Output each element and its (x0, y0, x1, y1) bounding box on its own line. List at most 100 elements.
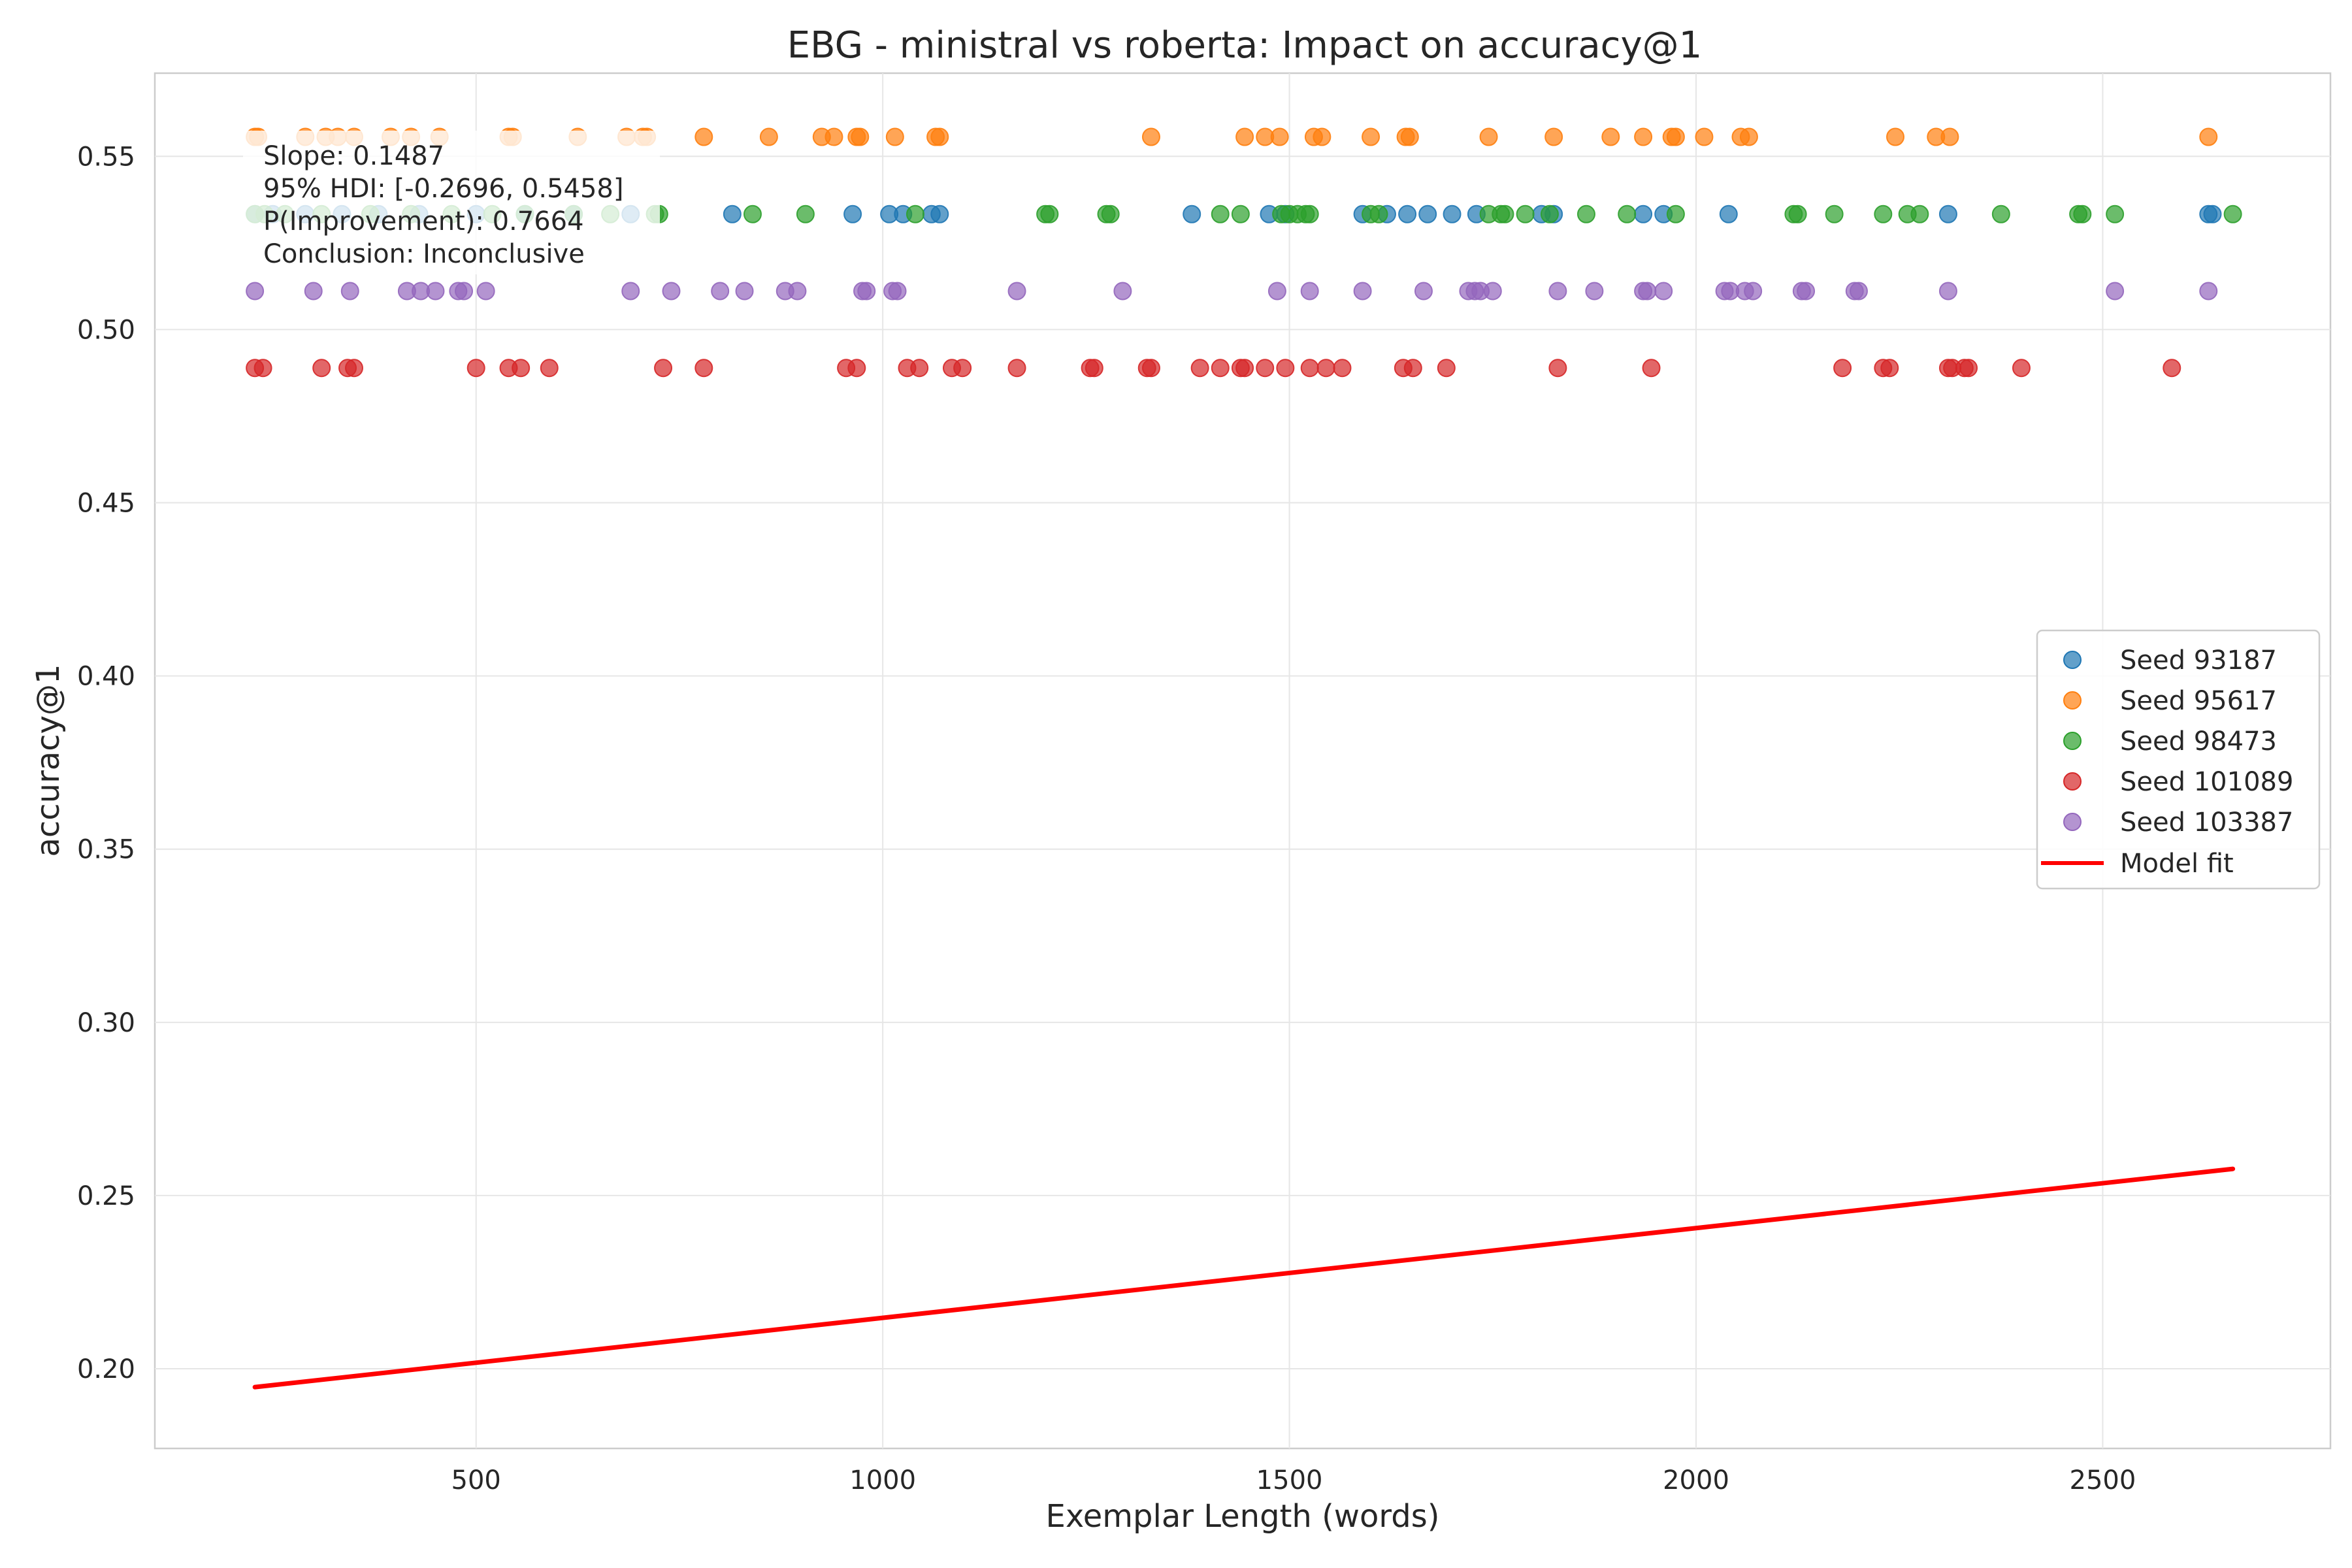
data-point-seed-101089 (694, 359, 713, 378)
data-point-seed-98473 (1231, 204, 1250, 223)
y-tick-label: 0.30 (77, 1008, 135, 1038)
data-point-seed-101089 (466, 359, 485, 378)
data-point-seed-103387 (476, 282, 495, 301)
data-point-seed-98473 (2073, 204, 2092, 223)
legend-label-seed-101089: Seed 101089 (2120, 767, 2293, 797)
data-point-seed-98473 (1910, 204, 1929, 223)
data-point-seed-98473 (1991, 204, 2010, 223)
data-point-seed-101089 (654, 359, 673, 378)
data-point-seed-95617 (930, 127, 949, 146)
x-tick-label: 1000 (849, 1465, 916, 1495)
data-point-seed-95617 (885, 127, 904, 146)
data-point-seed-98473 (796, 204, 815, 223)
data-point-seed-101089 (1437, 359, 1456, 378)
data-point-seed-101089 (1959, 359, 1978, 378)
data-point-seed-95617 (1141, 127, 1160, 146)
data-point-seed-103387 (426, 282, 445, 301)
data-point-seed-95617 (1601, 127, 1620, 146)
annotation-line-hdi: 95% HDI: [-0.2696, 0.5458] (263, 174, 623, 204)
data-point-seed-95617 (1479, 127, 1498, 146)
y-tick-label: 0.35 (77, 835, 135, 865)
data-point-seed-101089 (1548, 359, 1567, 378)
data-point-seed-98473 (1101, 204, 1120, 223)
data-point-seed-95617 (2199, 127, 2218, 146)
data-point-seed-95617 (1362, 127, 1380, 146)
data-point-seed-98473 (743, 204, 762, 223)
stats-annotation: Slope: 0.1487 95% HDI: [-0.2696, 0.5458]… (243, 131, 660, 274)
data-point-seed-103387 (1414, 282, 1433, 301)
y-axis-label: accuracy@1 (30, 664, 67, 857)
data-point-seed-101089 (344, 359, 363, 378)
data-point-seed-95617 (1270, 127, 1289, 146)
data-point-seed-95617 (1695, 127, 1714, 146)
data-point-seed-103387 (1113, 282, 1132, 301)
data-point-seed-101089 (540, 359, 559, 378)
fit-line-layer (252, 1166, 2236, 1390)
data-point-seed-103387 (1267, 282, 1286, 301)
data-point-seed-101089 (1256, 359, 1275, 378)
x-tick-label: 2500 (2070, 1465, 2136, 1495)
data-point-seed-93187 (1398, 204, 1417, 223)
legend-marker-seed-103387 (2063, 813, 2082, 831)
data-point-seed-93187 (843, 204, 862, 223)
data-point-seed-95617 (1666, 127, 1685, 146)
data-point-seed-103387 (2199, 282, 2218, 301)
data-point-seed-103387 (1353, 282, 1372, 301)
data-point-seed-93187 (1183, 204, 1201, 223)
legend-label-seed-95617: Seed 95617 (2120, 686, 2277, 716)
annotation-line-probability: P(Improvement): 0.7664 (263, 206, 584, 237)
data-point-seed-101089 (1316, 359, 1335, 378)
data-point-seed-98473 (2106, 204, 2125, 223)
data-point-seed-103387 (340, 282, 359, 301)
annotation-box (243, 131, 660, 274)
chart-title: EBG - ministral vs roberta: Impact on ac… (787, 24, 1702, 67)
x-tick-label: 1500 (1256, 1465, 1323, 1495)
data-point-seed-93187 (723, 204, 742, 223)
annotation-line-conclusion: Conclusion: Inconclusive (263, 239, 585, 269)
data-point-seed-101089 (1880, 359, 1899, 378)
data-point-seed-93187 (1938, 204, 1957, 223)
legend-marker-seed-98473 (2063, 732, 2082, 750)
data-point-seed-101089 (312, 359, 331, 378)
legend-marker-seed-93187 (2063, 651, 2082, 669)
data-point-seed-103387 (1007, 282, 1026, 301)
data-point-seed-95617 (1235, 127, 1254, 146)
data-point-seed-103387 (1654, 282, 1673, 301)
data-point-seed-103387 (1938, 282, 1957, 301)
plot-area (154, 72, 2332, 1450)
data-point-seed-101089 (1333, 359, 1352, 378)
data-point-seed-101089 (1235, 359, 1254, 378)
data-point-seed-101089 (1085, 359, 1103, 378)
data-point-seed-103387 (711, 282, 730, 301)
data-point-seed-103387 (1638, 282, 1657, 301)
data-point-seed-95617 (1940, 127, 1959, 146)
x-tick-label: 500 (451, 1465, 501, 1495)
data-point-seed-98473 (1495, 204, 1514, 223)
data-point-seed-98473 (1666, 204, 1685, 223)
data-point-seed-101089 (1276, 359, 1295, 378)
axis-ticks: 500 1000 1500 2000 2500 0.20 0.25 0.30 0.35 0.40 0… (77, 142, 2136, 1495)
data-point-seed-101089 (2163, 359, 2181, 378)
data-point-seed-103387 (304, 282, 323, 301)
data-point-seed-103387 (1300, 282, 1319, 301)
legend-label-seed-93187: Seed 93187 (2120, 645, 2277, 676)
data-point-seed-101089 (1642, 359, 1661, 378)
data-point-seed-103387 (1744, 282, 1763, 301)
data-point-seed-93187 (1443, 204, 1462, 223)
data-point-seed-101089 (910, 359, 929, 378)
data-point-seed-95617 (825, 127, 843, 146)
data-point-seed-103387 (735, 282, 754, 301)
grid (155, 73, 2330, 1448)
annotation-line-slope: Slope: 0.1487 (263, 141, 444, 171)
data-point-seed-95617 (1313, 127, 1331, 146)
data-point-seed-98473 (1516, 204, 1535, 223)
data-point-seed-101089 (1190, 359, 1209, 378)
data-point-seed-101089 (253, 359, 272, 378)
data-point-seed-98473 (1369, 204, 1388, 223)
data-point-seed-98473 (1874, 204, 1893, 223)
data-point-seed-98473 (1040, 204, 1059, 223)
legend: Seed 93187 Seed 95617 Seed 98473 Seed 10… (2036, 629, 2321, 890)
data-point-seed-95617 (759, 127, 778, 146)
data-point-seed-101089 (1141, 359, 1160, 378)
data-point-seed-101089 (953, 359, 972, 378)
